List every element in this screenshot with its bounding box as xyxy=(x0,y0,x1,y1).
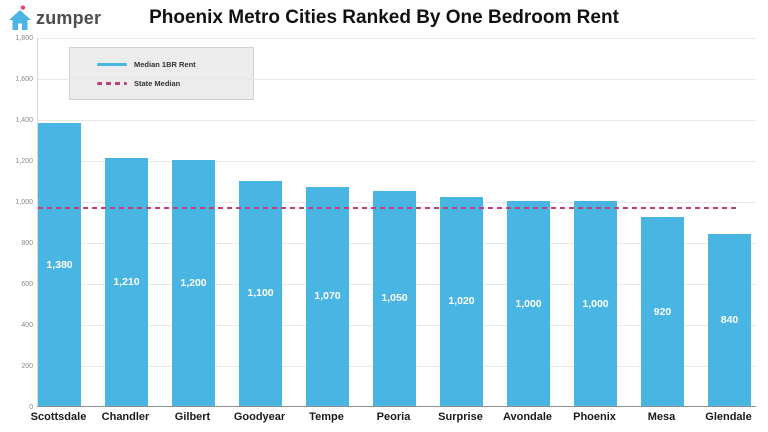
header: zumper Phoenix Metro Cities Ranked By On… xyxy=(0,0,768,36)
x-axis-labels: Scottsdale Chandler Gilbert Goodyear Tempe Pe… xyxy=(31,411,756,427)
state-median-line xyxy=(38,207,738,210)
bar-value-label: 1,200 xyxy=(180,277,207,289)
chart-legend: Median 1BR Rent State Median xyxy=(69,47,254,100)
x-axis-label-gilbert: Gilbert xyxy=(174,411,211,423)
bar-scottsdale: 1,380 xyxy=(38,123,81,406)
x-axis-label-phoenix: Phoenix xyxy=(573,411,616,423)
x-axis-label-mesa: Mesa xyxy=(647,411,676,423)
solid-line-swatch-icon xyxy=(97,62,127,66)
chart-title: Phoenix Metro Cities Ranked By One Bedro… xyxy=(149,7,619,28)
x-axis-label-surprise: Surprise xyxy=(438,411,483,423)
bar-goodyear: 1,100 xyxy=(239,180,282,406)
x-axis-label-scottsdale: Scottsdale xyxy=(30,411,87,423)
house-icon xyxy=(9,5,31,30)
bar-value-label: 1,070 xyxy=(314,290,341,303)
bar-value-label: 1,000 xyxy=(582,297,609,310)
gridline xyxy=(38,38,756,39)
bar-chart-plot-area: Median 1BR Rent State Median 1,380 1,210 1,… xyxy=(37,38,756,407)
bar-value-label: 1,100 xyxy=(247,287,274,300)
bar-phoenix: 1,000 xyxy=(574,201,617,406)
x-axis-label-tempe: Tempe xyxy=(309,411,344,423)
y-axis-tick-label: 0 xyxy=(29,404,33,411)
y-axis-tick-label: 200 xyxy=(21,363,33,370)
bar-value-label: 920 xyxy=(653,305,672,318)
zumper-logo: zumper xyxy=(8,5,101,31)
bar-avondale: 1,000 xyxy=(507,201,550,406)
y-axis-tick-label: 600 xyxy=(21,281,33,288)
gridline xyxy=(38,79,756,80)
bar-surprise: 1,020 xyxy=(440,196,483,406)
x-axis-label-peoria: Peoria xyxy=(376,411,411,423)
dashed-line-swatch-icon xyxy=(97,81,127,85)
bar-gilbert: 1,200 xyxy=(172,160,215,406)
bar-tempe: 1,070 xyxy=(306,186,349,406)
y-axis-tick-label: 800 xyxy=(21,240,33,247)
brand-name: zumper xyxy=(36,7,102,28)
gridline xyxy=(38,161,756,162)
bar-value-label: 1,210 xyxy=(113,275,140,288)
bar-peoria: 1,050 xyxy=(373,190,416,406)
y-axis-tick-label: 400 xyxy=(21,322,33,329)
gridline xyxy=(38,120,756,121)
bar-value-label: 1,020 xyxy=(448,295,475,308)
bar-glendale: 840 xyxy=(708,233,751,406)
bar-value-label: 1,000 xyxy=(515,297,542,310)
y-axis-tick-label: 1,200 xyxy=(15,158,33,165)
legend-label: Median 1BR Rent xyxy=(134,59,196,69)
x-axis-label-chandler: Chandler xyxy=(101,411,150,423)
x-axis-label-goodyear: Goodyear xyxy=(233,411,286,423)
y-axis-tick-label: 1,000 xyxy=(15,199,33,206)
legend-label: State Median xyxy=(134,78,181,88)
legend-item: Median 1BR Rent xyxy=(97,60,253,69)
bar-value-label: 840 xyxy=(720,313,739,326)
x-axis-label-glendale: Glendale xyxy=(705,411,752,423)
bar-value-label: 1,050 xyxy=(381,292,408,305)
legend-item: State Median xyxy=(97,79,253,88)
y-axis-tick-label: 1,600 xyxy=(15,76,33,83)
bar-mesa: 920 xyxy=(641,217,684,406)
bar-value-label: 1,380 xyxy=(46,258,73,271)
y-axis-tick-label: 1,800 xyxy=(15,35,33,42)
bar-chandler: 1,210 xyxy=(105,157,148,406)
x-axis-label-avondale: Avondale xyxy=(502,411,553,423)
y-axis-tick-label: 1,400 xyxy=(15,117,33,124)
